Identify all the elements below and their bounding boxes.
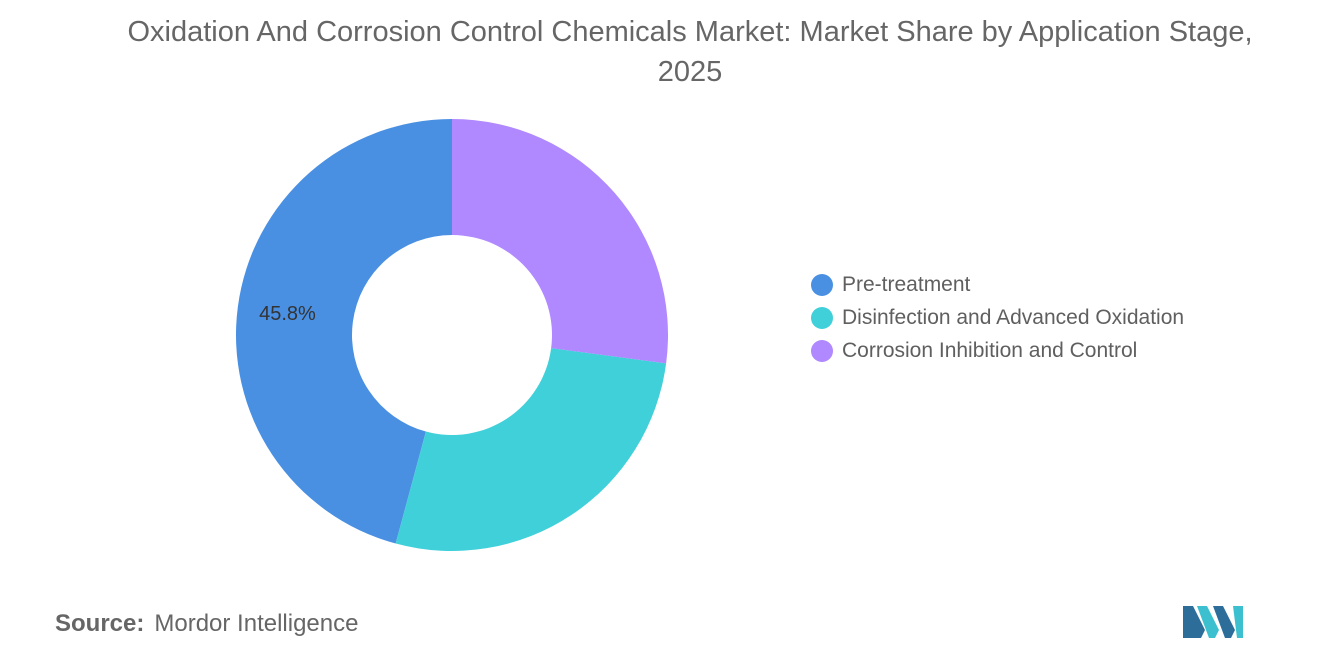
donut-slice-3 (452, 119, 668, 364)
legend-label: Pre-treatment (842, 272, 971, 296)
legend-swatch (811, 306, 833, 329)
mordor-intelligence-logo-icon (1183, 606, 1243, 638)
legend-item-pre-treatment: Pre-treatment (811, 268, 1184, 301)
legend-label: Corrosion Inhibition and Control (842, 338, 1138, 362)
chart-title: Oxidation And Corrosion Control Chemical… (127, 16, 1253, 88)
source-value: Mordor Intelligence (154, 610, 359, 637)
donut-slice-2 (395, 348, 667, 552)
legend-swatch (811, 339, 833, 362)
legend-item-disinfection: Disinfection and Advanced Oxidation (811, 301, 1184, 334)
chart-legend: Pre-treatment Disinfection and Advanced … (811, 268, 1184, 367)
legend-item-corrosion: Corrosion Inhibition and Control (811, 334, 1184, 367)
legend-label: Disinfection and Advanced Oxidation (842, 305, 1185, 329)
source-label: Source: (55, 610, 145, 637)
donut-slice-1 (236, 119, 452, 544)
slice-data-label: 45.8% (259, 303, 316, 325)
legend-swatch (811, 273, 833, 296)
source-note: Source: Mordor Intelligence (55, 610, 358, 638)
